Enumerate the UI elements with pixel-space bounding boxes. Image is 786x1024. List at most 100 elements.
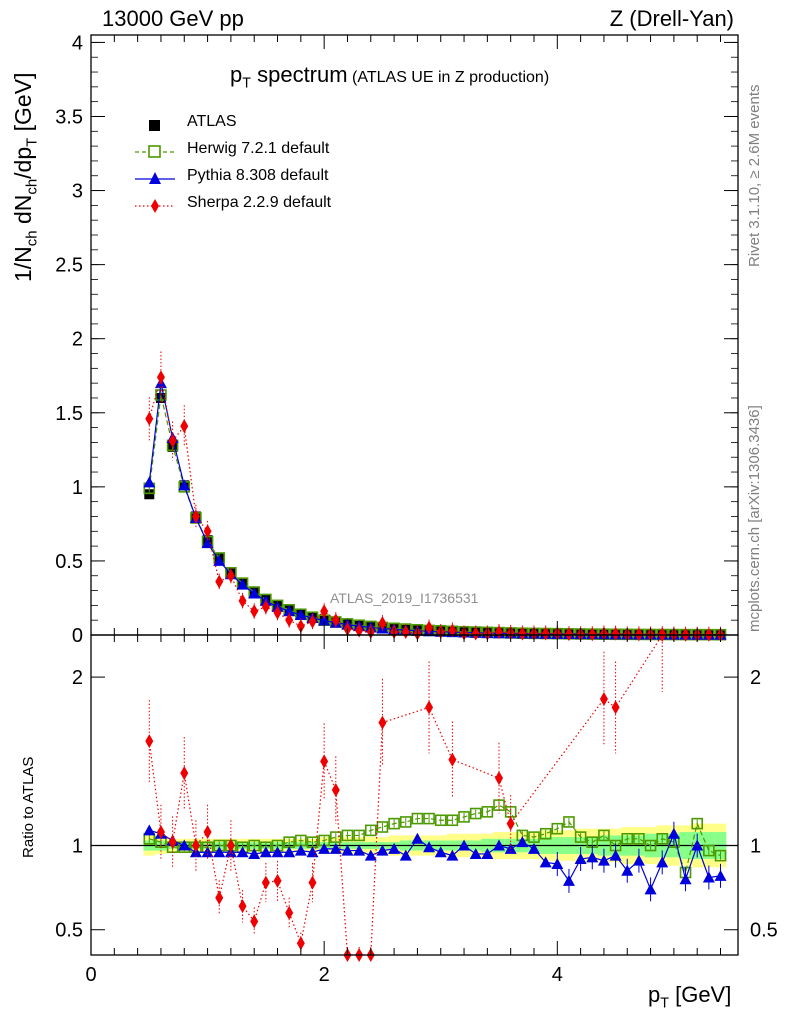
ratio-pythia-point: [691, 839, 704, 851]
ratio-pythia-point: [446, 849, 459, 861]
main-sherpa-point: [308, 614, 317, 629]
main-sherpa-point: [611, 626, 620, 641]
main-ytick-label: 0: [72, 625, 83, 647]
main-sherpa-point: [226, 568, 235, 583]
main-pythia-point: [178, 479, 191, 491]
ratio-pythia-point: [539, 856, 552, 868]
ratio-herwig-point: [644, 839, 657, 852]
ratio-herwig-point: [376, 821, 389, 833]
ratio-pythia-point: [248, 847, 261, 859]
ratio-herwig-point: [469, 807, 482, 820]
ratio-sherpa-point: [168, 835, 177, 850]
main-sherpa-point: [588, 627, 597, 642]
ratio-pythia-point: [399, 849, 412, 861]
ratio-herwig-point: [330, 831, 342, 843]
ratio-pythia-point: [423, 841, 436, 853]
ratio-pythia-point: [306, 846, 319, 858]
main-sherpa-point: [378, 616, 387, 631]
ratio-herwig-point: [703, 844, 715, 857]
ratio-pythia-point: [143, 824, 156, 836]
main-sherpa-point: [238, 593, 247, 608]
ratio-sherpa-point: [180, 766, 189, 781]
ratio-herwig-point: [434, 814, 447, 827]
main-ytick-label: 3: [72, 181, 83, 203]
main-ytick-label: 2.5: [55, 255, 83, 277]
ratio-herwig-point: [411, 812, 424, 825]
ratio-pythia-point: [714, 869, 727, 881]
x-axis-label: pT [GeV]: [648, 982, 732, 1012]
ratio-sherpa-line: [148, 634, 663, 956]
main-sherpa-point: [355, 623, 364, 638]
ratio-herwig-point: [353, 829, 365, 842]
ratio-herwig-point: [691, 817, 703, 830]
ratio-pythia-point: [551, 858, 564, 870]
ratio-sherpa-point: [226, 838, 235, 853]
ratio-ytick-label-right: 0.5: [750, 920, 778, 942]
chart-title: pT spectrum (ATLAS UE in Z production): [230, 62, 549, 91]
main-ytick-label: 1.5: [55, 403, 83, 425]
main-sherpa-point: [471, 626, 480, 641]
ratio-sherpa-point: [296, 936, 305, 951]
ratio-pythia-point: [644, 883, 657, 895]
ratio-pythia-point: [341, 844, 354, 856]
ratio-pythia-point: [364, 849, 377, 861]
x-tick-label: 4: [552, 964, 563, 986]
analysis-watermark: ATLAS_2019_I1736531: [330, 590, 479, 606]
ratio-pythia-point: [632, 854, 645, 866]
main-atlas-point: [144, 489, 155, 500]
title-main: pT spectrum: [230, 62, 348, 92]
main-pythia-point: [236, 578, 249, 590]
ratio-herwig-point: [539, 827, 552, 840]
ratio-sherpa-point: [238, 899, 247, 914]
ratio-sherpa-point: [285, 905, 294, 920]
main-sherpa-point: [191, 509, 200, 524]
main-ytick-label: 0.5: [55, 551, 83, 573]
ratio-sherpa-point: [156, 825, 165, 840]
ratio-herwig-point: [621, 832, 634, 845]
header-left: 13000 GeV pp: [102, 6, 244, 31]
ratio-herwig-point: [551, 822, 564, 835]
ratio-ytick-label: 2: [72, 667, 83, 689]
main-sherpa-point: [285, 613, 294, 628]
ratio-sherpa-point: [261, 875, 270, 890]
main-sherpa-point: [273, 605, 282, 620]
main-pythia-point: [201, 537, 214, 549]
ratio-pythia-point: [329, 842, 342, 854]
ratio-herwig-point: [528, 831, 540, 843]
ratio-pythia-point: [702, 871, 715, 883]
ratio-pythia-point: [271, 846, 284, 858]
ratio-pythia-point: [213, 846, 226, 858]
ratio-pythia-point: [562, 874, 575, 886]
x-tick-label: 0: [85, 964, 96, 986]
ratio-pythia-point: [481, 847, 494, 859]
ratio-herwig-point: [481, 806, 494, 818]
ratio-pythia-point: [469, 847, 482, 859]
main-sherpa-point: [145, 411, 154, 426]
main-sherpa-point: [518, 626, 527, 641]
main-sherpa-point: [261, 599, 270, 614]
ratio-pythia-point: [178, 839, 191, 851]
ratio-pythia-point: [458, 839, 471, 851]
ratio-sherpa-point: [215, 890, 224, 905]
main-pythia-point: [318, 614, 331, 626]
ratio-herwig-point: [388, 817, 400, 830]
ratio-pythia-point: [411, 832, 424, 844]
ratio-herwig-point: [633, 832, 645, 845]
ratio-ytick-label: 1: [72, 836, 83, 858]
x-tick-label: 2: [319, 964, 330, 986]
ratio-sherpa-point: [495, 771, 504, 786]
ratio-sherpa-point: [506, 816, 515, 831]
main-pythia-point: [143, 476, 156, 488]
ratio-pythia-point: [294, 844, 307, 856]
ratio-sherpa-point: [191, 838, 200, 853]
main-pythia-point: [283, 605, 296, 617]
ratio-pythia-point: [283, 846, 296, 858]
ratio-pythia-point: [656, 856, 669, 868]
ratio-pythia-point: [236, 846, 249, 858]
ratio-sherpa-point: [308, 875, 317, 890]
ratio-herwig-point: [574, 831, 587, 843]
main-ytick-label: 3.5: [55, 106, 83, 128]
main-sherpa-point: [331, 613, 340, 628]
ratio-pythia-point: [597, 854, 610, 866]
main-sherpa-point: [203, 524, 212, 539]
